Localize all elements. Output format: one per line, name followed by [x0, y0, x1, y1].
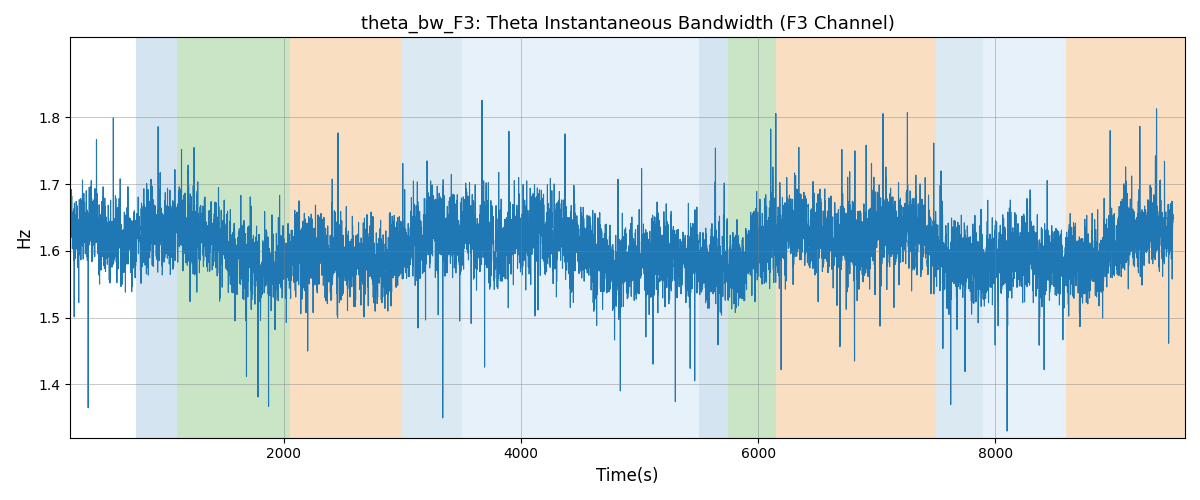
Bar: [136, 38, 178, 438]
Bar: [936, 38, 984, 438]
Bar: [984, 38, 1067, 438]
Bar: [776, 38, 936, 438]
Bar: [178, 38, 289, 438]
Bar: [402, 38, 462, 438]
Y-axis label: Hz: Hz: [14, 227, 32, 248]
Bar: [728, 38, 776, 438]
X-axis label: Time(s): Time(s): [596, 467, 659, 485]
Bar: [462, 38, 698, 438]
Bar: [698, 38, 728, 438]
Bar: [1067, 38, 1184, 438]
Title: theta_bw_F3: Theta Instantaneous Bandwidth (F3 Channel): theta_bw_F3: Theta Instantaneous Bandwid…: [361, 15, 895, 34]
Bar: [289, 38, 402, 438]
